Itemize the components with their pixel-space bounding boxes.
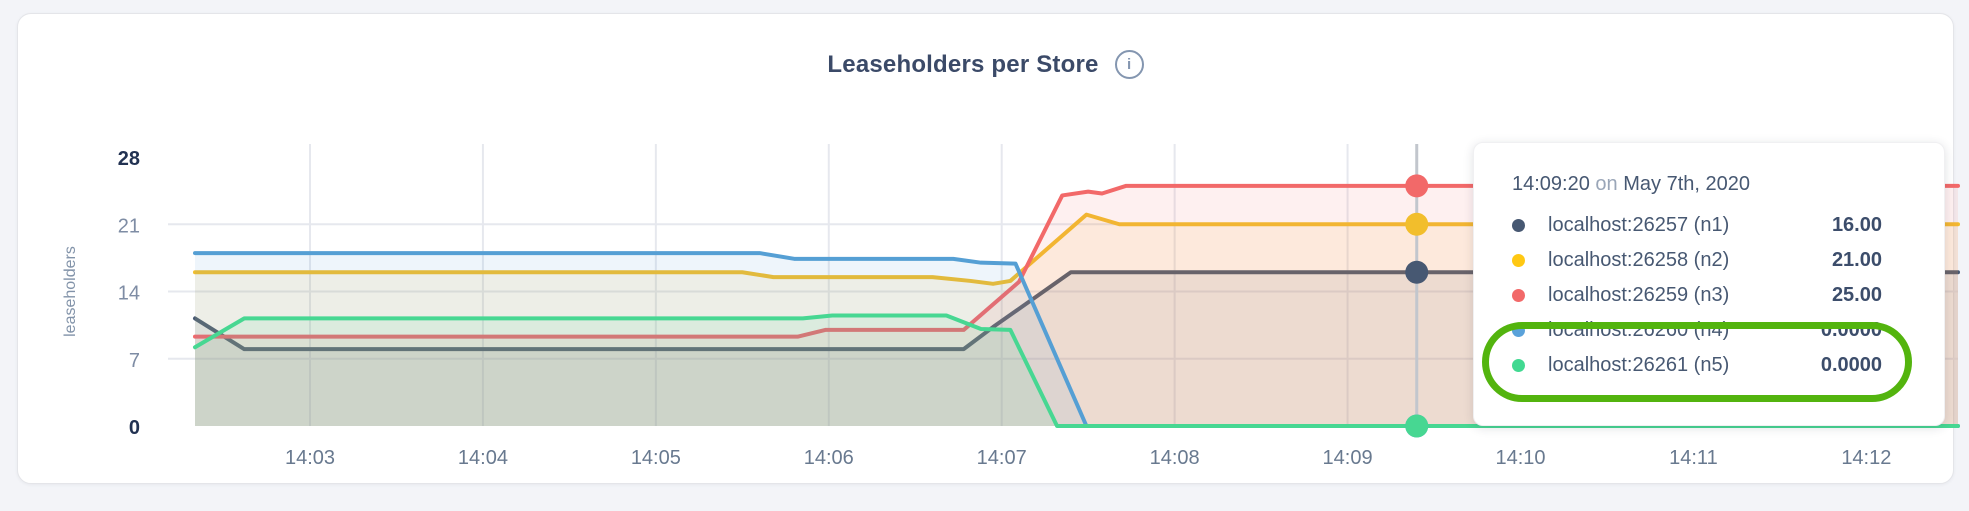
series-color-dot-n2 — [1512, 254, 1525, 267]
tooltip-row-n4: localhost:26260 (n4) 0.0000 — [1474, 313, 1944, 348]
x-tick-label: 14:04 — [458, 447, 508, 469]
x-tick-label: 14:11 — [1669, 447, 1718, 469]
y-tick-label: 28 — [118, 148, 140, 170]
hover-dot-n3 — [1405, 174, 1429, 198]
tooltip-timestamp: 14:09:20 on May 7th, 2020 — [1512, 173, 1904, 196]
x-tick-label: 14:10 — [1495, 447, 1545, 469]
series-value-n5: 0.0000 — [1820, 354, 1882, 376]
area-n5 — [195, 315, 1958, 426]
info-icon[interactable]: i — [1114, 50, 1144, 79]
hover-dot-n2 — [1405, 212, 1429, 236]
y-tick-label: 14 — [118, 283, 140, 305]
y-axis: 0 7 14 21 28 leaseholders — [62, 148, 140, 439]
x-tick-label: 14:07 — [977, 447, 1027, 469]
series-label-n1: localhost:26257 (n1) — [1548, 214, 1730, 236]
series-color-dot-n3 — [1512, 289, 1525, 302]
x-tick-label: 14:09 — [1323, 447, 1373, 469]
line-n4 — [193, 251, 1960, 428]
line-n3 — [193, 183, 1960, 339]
y-axis-title: leaseholders — [62, 246, 79, 337]
tooltip-row-n5: localhost:26261 (n5) 0.0000 — [1474, 348, 1944, 383]
series-label-n2: localhost:26258 (n2) — [1548, 249, 1730, 271]
series-value-n2: 21.00 — [1831, 249, 1882, 271]
y-tick-label: 21 — [118, 215, 140, 237]
series-color-dot-n1 — [1512, 219, 1525, 232]
hover-tooltip: 14:09:20 on May 7th, 2020 localhost:2625… — [1473, 142, 1945, 426]
line-n1 — [193, 270, 1960, 352]
series-value-n4: 0.0000 — [1820, 319, 1882, 341]
area-n4 — [195, 253, 1958, 426]
tooltip-row-n1: localhost:26257 (n1) 16.00 — [1474, 208, 1944, 243]
y-tick-label: 7 — [129, 350, 140, 372]
x-axis: 14:03 14:04 14:05 14:06 14:07 14:08 14:09 14:10… — [285, 447, 1891, 469]
tooltip-time: 14:09:20 — [1512, 173, 1590, 195]
hover-dots — [1405, 174, 1429, 438]
chart-header: Leaseholders per Store i — [18, 50, 1953, 79]
line-n5 — [193, 313, 1960, 428]
hover-dot-n5 — [1405, 414, 1429, 438]
tooltip-row-n3: localhost:26259 (n3) 25.00 — [1474, 278, 1944, 313]
series-label-n4: localhost:26260 (n4) — [1548, 319, 1730, 341]
x-tick-label: 14:08 — [1150, 447, 1200, 469]
series-label-n3: localhost:26259 (n3) — [1548, 284, 1730, 306]
series-label-n5: localhost:26261 (n5) — [1548, 354, 1730, 376]
x-tick-label: 14:06 — [804, 447, 854, 469]
series-color-dot-n5 — [1512, 359, 1525, 372]
series-n5 — [193, 313, 1960, 428]
series-color-dot-n4 — [1512, 324, 1525, 337]
tooltip-on-word: on — [1595, 173, 1618, 195]
chart-card: Leaseholders per Store i 0 7 14 21 28 leaseho… — [17, 13, 1960, 484]
x-tick-label: 14:03 — [285, 447, 335, 469]
tooltip-date: May 7th, 2020 — [1623, 173, 1750, 195]
y-tick-label: 0 — [129, 417, 140, 439]
x-tick-label: 14:05 — [631, 447, 681, 469]
series-value-n1: 16.00 — [1831, 214, 1882, 236]
tooltip-row-n2: localhost:26258 (n2) 21.00 — [1474, 243, 1944, 278]
chart-title: Leaseholders per Store — [827, 50, 1099, 78]
hover-dot-n1 — [1405, 260, 1429, 284]
series-value-n3: 25.00 — [1831, 284, 1882, 306]
x-tick-label: 14:12 — [1841, 447, 1891, 469]
series-n4 — [193, 251, 1960, 428]
line-n2 — [193, 212, 1960, 286]
